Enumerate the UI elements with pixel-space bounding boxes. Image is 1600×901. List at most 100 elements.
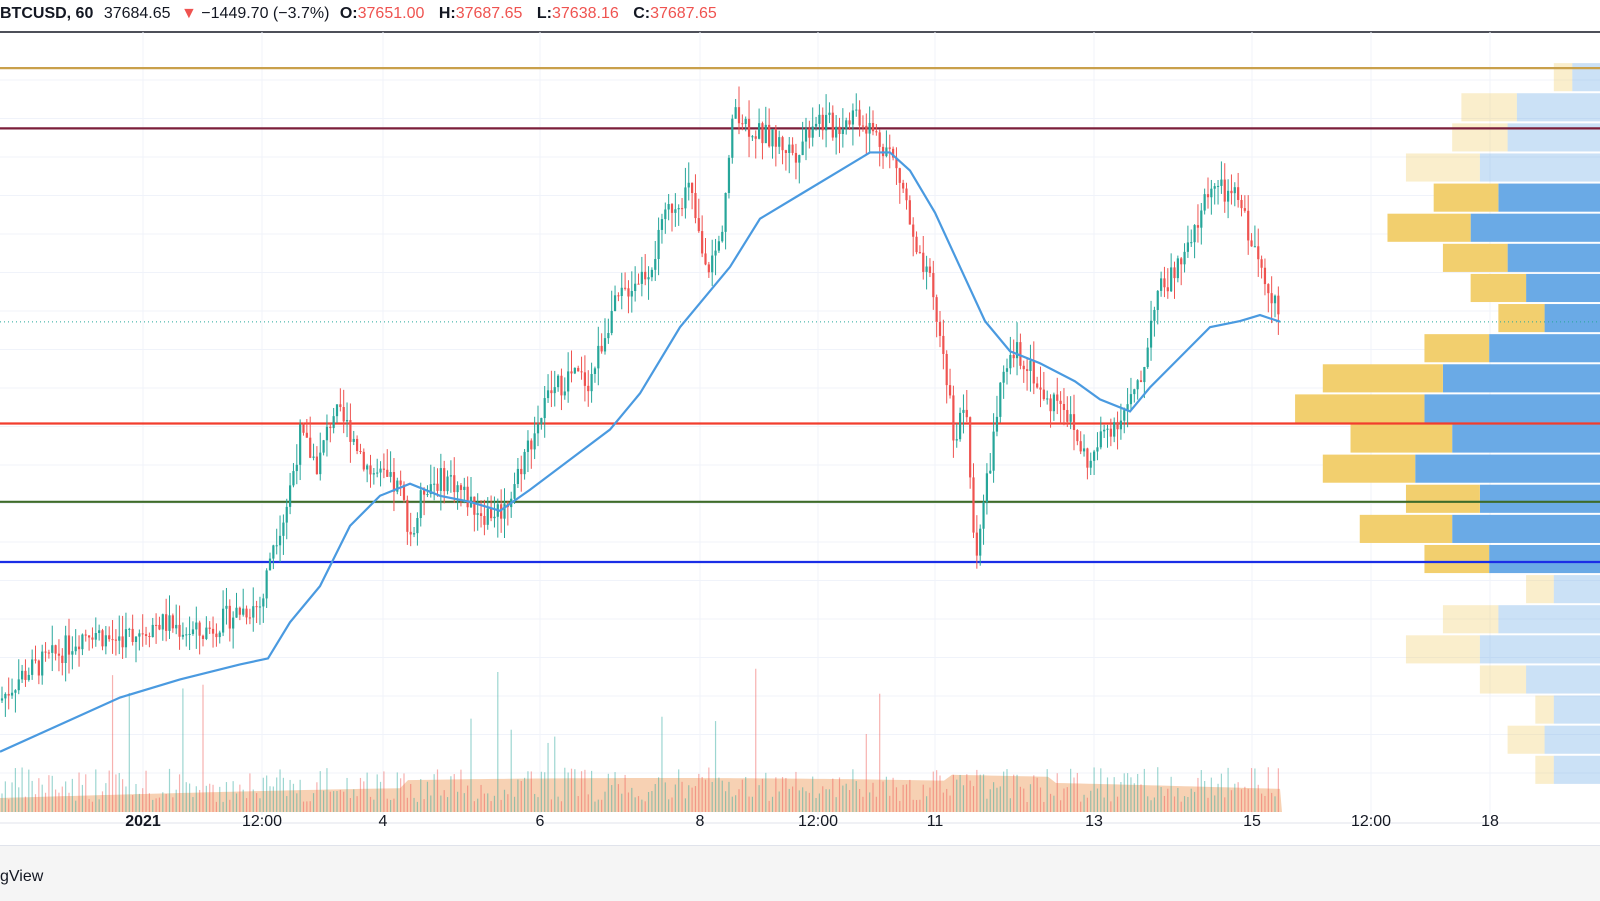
candle-body <box>168 615 171 631</box>
candle-body <box>208 627 211 629</box>
candle-body <box>969 417 972 478</box>
candle-body <box>1170 267 1173 292</box>
volume-profile-up-bar <box>1442 605 1499 634</box>
candle-body <box>198 622 201 636</box>
candle-body <box>865 125 868 134</box>
candle-body <box>426 494 429 496</box>
candle-body <box>14 690 17 693</box>
candle-body <box>268 558 272 571</box>
candle-body <box>61 655 64 664</box>
candle-body <box>44 651 47 653</box>
candle-body <box>1186 242 1189 252</box>
candle-body <box>711 255 714 273</box>
candle-body <box>211 628 215 634</box>
candle-body <box>902 182 905 189</box>
candle-body <box>764 124 767 144</box>
candle-body <box>560 375 563 396</box>
candle-body <box>536 424 540 434</box>
candle-body <box>925 266 928 272</box>
candle-body <box>1277 295 1280 315</box>
candle-body <box>319 452 322 475</box>
high-value: 37687.65 <box>455 5 523 22</box>
candle-body <box>918 252 921 254</box>
candle-body <box>98 630 101 634</box>
candle-body <box>600 345 603 352</box>
candle-body <box>610 310 613 334</box>
volume-profile-down-bar <box>1526 273 1600 303</box>
candle-body <box>345 420 349 422</box>
candle-body <box>721 231 724 242</box>
volume-profile-down-bar <box>1452 514 1600 543</box>
candle-body <box>667 204 670 210</box>
candle-body <box>784 150 787 154</box>
candle-body <box>342 407 345 422</box>
close-label: C: <box>633 5 651 22</box>
candle-body <box>791 144 794 153</box>
volume-profile-down-bar <box>1516 93 1600 122</box>
candle-body <box>831 112 834 138</box>
volume-profile-up-bar <box>1387 213 1471 242</box>
volume-profile-down-bar <box>1507 243 1600 272</box>
candle-body <box>999 382 1002 417</box>
candle-body <box>1056 394 1059 401</box>
candle-body <box>392 472 396 492</box>
candle-body <box>47 652 50 654</box>
candle-body <box>1233 187 1236 194</box>
candle-body <box>1126 404 1129 411</box>
footer-bar: gView <box>0 845 1600 901</box>
candle-body <box>1032 360 1035 384</box>
candle-body <box>546 390 550 399</box>
candle-body <box>664 209 667 220</box>
symbol-label[interactable]: BTCUSD, 60 <box>0 5 94 22</box>
volume-profile-down-bar <box>1489 544 1600 574</box>
candle-body <box>1203 194 1206 211</box>
candle-body <box>1180 258 1183 265</box>
candle-body <box>828 112 831 115</box>
candle-body <box>1119 420 1122 430</box>
candle-body <box>912 224 915 237</box>
candle-body <box>366 465 369 470</box>
candle-body <box>121 636 124 648</box>
candle-body <box>1086 448 1089 468</box>
candle-body <box>818 114 821 124</box>
candle-body <box>185 634 188 636</box>
low-label: L: <box>536 5 552 22</box>
candle-body <box>727 157 731 193</box>
candle-body <box>694 192 697 219</box>
volume-profile-up-bar <box>1535 695 1554 724</box>
candle-body <box>798 155 801 163</box>
candle-body <box>171 615 174 629</box>
candle-body <box>811 126 814 138</box>
volume-profile-down-bar <box>1553 575 1600 604</box>
candle-body <box>942 335 945 354</box>
candle-body <box>1260 259 1263 268</box>
time-axis-tick-label: 18 <box>1481 813 1499 830</box>
candle-body <box>148 635 151 638</box>
candle-body <box>744 118 747 124</box>
candle-body <box>825 114 828 131</box>
candle-body <box>446 476 449 492</box>
candle-body <box>808 128 811 138</box>
candle-body <box>490 508 493 519</box>
candle-body <box>275 545 278 547</box>
candle-body <box>962 409 965 413</box>
candle-body <box>1036 383 1039 388</box>
candle-body <box>948 385 952 396</box>
price-chart[interactable]: 2021 12:00 4 6 8 12:00 11 13 15 12:00 18 <box>0 0 1600 845</box>
candle-body <box>905 188 908 201</box>
candle-body <box>54 645 57 654</box>
volume-profile-up-bar <box>1535 755 1554 784</box>
volume-profile-up-bar <box>1359 514 1453 543</box>
candle-body <box>1129 394 1133 405</box>
candle-body <box>741 123 744 125</box>
candle-body <box>895 157 898 169</box>
candle-body <box>540 418 543 425</box>
candle-body <box>51 645 54 653</box>
candle-body <box>583 372 586 386</box>
candle-body <box>751 136 754 138</box>
open-value: 37651.00 <box>357 5 425 22</box>
candle-body <box>175 624 178 629</box>
candle-body <box>141 633 144 635</box>
candle-body <box>717 241 720 251</box>
candle-body <box>1022 365 1025 370</box>
